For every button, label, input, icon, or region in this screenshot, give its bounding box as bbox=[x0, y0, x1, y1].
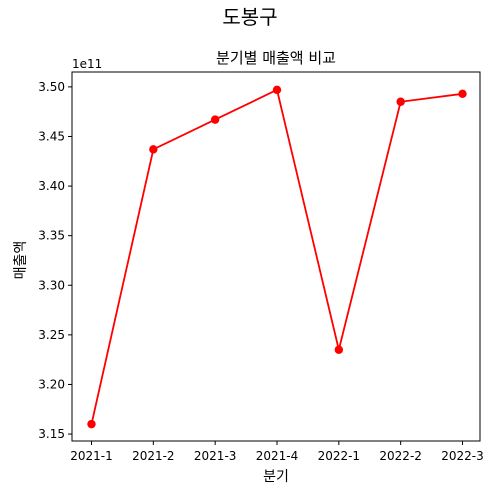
data-point bbox=[149, 145, 158, 154]
data-point bbox=[272, 85, 282, 95]
data-point bbox=[396, 97, 405, 106]
y-tick-label: 3.50 bbox=[38, 80, 65, 94]
data-point bbox=[334, 345, 344, 354]
y-tick-label: 3.35 bbox=[38, 229, 65, 243]
x-tick-label: 2021-2 bbox=[132, 449, 175, 463]
data-point bbox=[458, 89, 467, 99]
chart-suptitle: 도봉구 bbox=[222, 5, 277, 29]
x-tick-label: 2022-2 bbox=[379, 449, 422, 463]
data-point bbox=[210, 115, 220, 124]
y-tick-label: 3.15 bbox=[38, 427, 65, 441]
y-tick-label: 3.20 bbox=[38, 377, 65, 391]
x-tick-label: 2022-1 bbox=[318, 449, 361, 463]
x-tick-label: 2021-1 bbox=[70, 449, 113, 463]
x-tick-label: 2022-3 bbox=[441, 449, 484, 463]
x-axis-label: 분기 bbox=[263, 469, 289, 485]
x-tick-label: 2021-3 bbox=[194, 449, 237, 463]
axes-frame bbox=[71, 71, 481, 442]
y-tick-label: 3.30 bbox=[38, 278, 65, 292]
data-point bbox=[87, 419, 96, 429]
x-tick-label: 2021-4 bbox=[256, 449, 299, 463]
y-tick-label: 3.25 bbox=[38, 328, 65, 342]
y-tick-label: 3.40 bbox=[38, 179, 65, 193]
y-axis-label: 매출액 bbox=[13, 241, 29, 280]
plot-area: 2021-1 2021-2 2021-3 2021-4 2022-1 2022-2 2022… bbox=[38, 71, 484, 463]
chart-title: 분기별 매출액 비교 bbox=[216, 49, 336, 67]
y-offset-label: 1e11 bbox=[72, 57, 102, 71]
y-tick-label: 3.45 bbox=[38, 129, 65, 143]
